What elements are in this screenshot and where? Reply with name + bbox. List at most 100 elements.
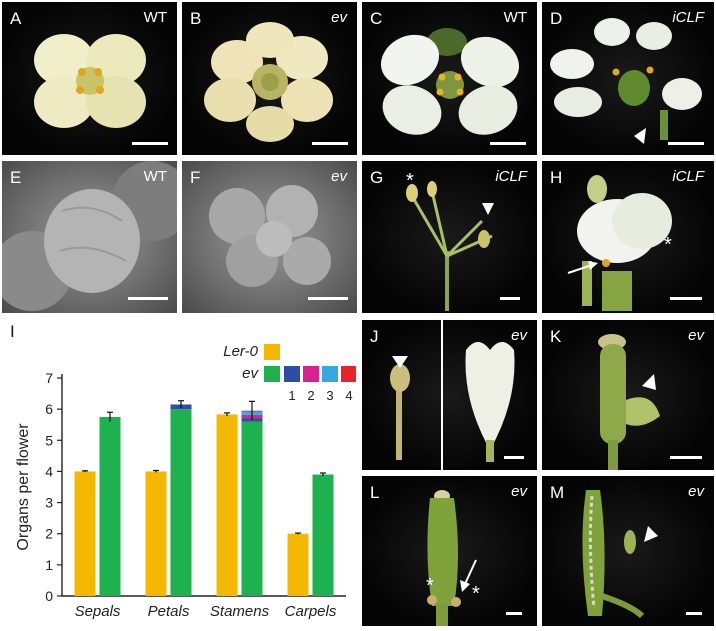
scale-bar — [506, 612, 522, 615]
inflorescence-illustration — [406, 181, 493, 311]
bar-ev — [99, 416, 121, 596]
asterisk-marker: * — [664, 234, 672, 256]
svg-text:*: * — [406, 170, 414, 192]
x-tick-label: Sepals — [75, 603, 121, 620]
genotype-label: ev — [331, 9, 347, 26]
bar-ev — [312, 474, 334, 596]
legend-class-label: 1 — [288, 388, 295, 403]
genotype-label: iCLF — [672, 9, 704, 26]
legend-class-label: 2 — [307, 388, 314, 403]
panel-b-photo: B ev — [182, 2, 357, 155]
genotype-label: iCLF — [495, 168, 527, 185]
bar-ler-0 — [287, 533, 309, 596]
panel-letter: D — [550, 9, 563, 28]
svg-text:*: * — [472, 583, 480, 605]
genotype-label: ev — [331, 168, 347, 185]
arrow-marker — [460, 559, 477, 592]
y-tick-label: 4 — [45, 463, 53, 479]
panel-letter: L — [370, 483, 380, 502]
arrowhead-marker — [644, 526, 658, 542]
panel-letter: C — [370, 9, 383, 28]
genotype-label: ev — [511, 483, 527, 500]
panel-k-photo: K ev — [542, 320, 714, 470]
flower-illustration — [34, 34, 146, 128]
asterisk-marker: * — [406, 170, 414, 192]
genotype-label: ev — [688, 483, 704, 500]
asterisk-marker: * — [426, 575, 434, 597]
legend-class-label: 3 — [326, 388, 333, 403]
flower-illustration — [380, 28, 520, 135]
legend-label: ev — [242, 365, 259, 382]
panel-m-photo: M ev — [542, 476, 714, 626]
panel-letter: H — [550, 168, 563, 187]
y-tick-label: 5 — [45, 432, 53, 448]
panel-j-photo: J ev — [362, 320, 537, 470]
organ-illustration — [390, 320, 515, 470]
arrowhead-marker — [392, 356, 408, 368]
x-tick-label: Carpels — [285, 603, 337, 620]
flower-illustration — [204, 22, 333, 142]
panel-letter: G — [370, 168, 384, 187]
scale-bar — [670, 456, 702, 459]
arrowhead-marker — [642, 374, 656, 390]
scale-bar — [128, 297, 168, 300]
gynoecium-illustration — [427, 490, 461, 626]
arrowhead-marker — [482, 203, 494, 215]
legend-label: Ler-0 — [223, 343, 258, 360]
legend-class-swatch — [303, 366, 319, 382]
x-tick-label: Petals — [148, 603, 190, 620]
sem-illustration — [2, 161, 177, 311]
panel-i-chart: I 0 1 2 3 4 5 6 7 Organs per flower Sepals Petals S… — [2, 318, 357, 626]
y-tick-label: 3 — [45, 495, 53, 511]
scale-bar — [132, 142, 168, 145]
scale-bar — [490, 142, 526, 145]
y-axis-label: Organs per flower — [15, 423, 32, 551]
genotype-label: WT — [503, 9, 527, 26]
bar-ev — [241, 421, 263, 596]
scale-bar — [670, 297, 702, 300]
legend-class-swatch — [341, 366, 357, 382]
panel-letter: M — [550, 483, 565, 502]
organ-illustration — [598, 334, 660, 470]
flower-illustration — [550, 18, 702, 140]
bar-ev — [170, 409, 192, 596]
legend-swatch — [264, 344, 280, 360]
panel-c-photo: C WT — [362, 2, 537, 155]
scale-bar — [500, 297, 520, 300]
scale-bar — [504, 456, 524, 459]
y-tick-label: 2 — [45, 526, 53, 542]
panel-letter: I — [10, 322, 15, 341]
scale-bar — [312, 142, 348, 145]
scale-bar — [686, 612, 702, 615]
svg-text:*: * — [426, 575, 434, 597]
panel-a-photo: A WT — [2, 2, 177, 155]
x-tick-label: Stamens — [210, 603, 270, 620]
legend-class-swatch — [322, 366, 338, 382]
scale-bar — [308, 297, 348, 300]
legend-class-swatch — [284, 366, 300, 382]
panel-f-sem: F ev — [182, 161, 357, 313]
panel-l-photo: * * L ev — [362, 476, 537, 626]
svg-text:*: * — [664, 234, 672, 256]
genotype-label: ev — [511, 327, 527, 344]
y-tick-label: 6 — [45, 401, 53, 417]
bar-ler-0 — [216, 414, 238, 596]
y-tick-label: 0 — [45, 588, 53, 604]
legend-class-label: 4 — [345, 388, 352, 403]
bar-ler-0 — [145, 471, 167, 596]
panel-letter: F — [190, 168, 201, 187]
panel-letter: J — [370, 327, 379, 346]
y-tick-label: 1 — [45, 557, 53, 573]
stack-segment-class-1 — [241, 418, 263, 422]
genotype-label: iCLF — [672, 168, 704, 185]
arrowhead-marker — [634, 128, 646, 144]
scale-bar — [668, 142, 704, 145]
genotype-label: ev — [688, 327, 704, 344]
y-tick-label: 7 — [45, 370, 53, 386]
panel-letter: A — [10, 9, 22, 28]
genotype-label: WT — [143, 168, 167, 185]
panel-g-photo: * G iCLF — [362, 161, 537, 313]
panel-d-photo: D iCLF — [542, 2, 714, 155]
legend-swatch — [264, 366, 280, 382]
